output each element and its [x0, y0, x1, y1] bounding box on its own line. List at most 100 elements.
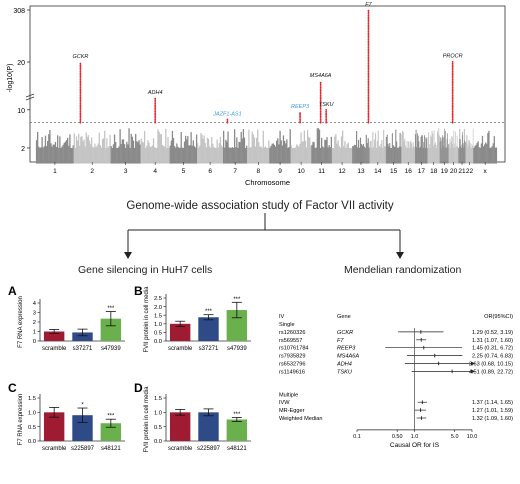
y-axis-label: F7 RNA expression	[18, 296, 24, 348]
category-label: s37271	[73, 346, 93, 352]
category-label: s47939	[227, 346, 247, 352]
gwas-significant-point	[367, 75, 370, 78]
gwas-significant-point	[367, 80, 370, 82]
forest-x-tick-label: 5.0	[451, 434, 459, 440]
gwas-significant-point	[367, 32, 370, 34]
category-label: scramble	[42, 446, 67, 452]
bar	[43, 412, 65, 441]
gwas-significant-point	[319, 107, 322, 110]
gwas-significant-point	[154, 112, 157, 114]
gwas-significant-point	[299, 115, 301, 118]
gene-peak-label: GCKR	[72, 54, 88, 60]
forest-or-text: 1.32 (1.09, 1.60)	[472, 416, 513, 422]
bar-panel-b: B 0.0 0.5 1.0 1.5 2.0 2.5 FVII protein in cell …	[134, 284, 251, 353]
gwas-significant-point	[367, 52, 370, 55]
bar	[226, 419, 248, 441]
forest-header-or: OR(95%CI)	[484, 314, 513, 320]
bar	[100, 423, 122, 441]
gwas-significant-point	[319, 88, 322, 90]
gwas-significant-point	[451, 78, 454, 81]
y-tick-label: 4	[33, 301, 37, 307]
gwas-significant-point	[325, 113, 328, 116]
gwas-significant-point	[367, 36, 370, 39]
chromosome-tick-label: 4	[153, 168, 157, 175]
chromosome-tick-label: 10	[297, 168, 305, 175]
gwas-significant-point	[367, 108, 370, 111]
forest-iv-label: rs1260326	[279, 330, 305, 336]
forest-x-tick-label: 0.1	[353, 434, 361, 440]
gwas-significant-point	[451, 88, 454, 90]
y-tick-label: 2.0	[154, 305, 162, 311]
forest-or-text: 1.31 (1.07, 1.60)	[472, 338, 513, 344]
y-axis-label: FVII protein in cell media	[144, 286, 150, 353]
y-tick-label: 0.0	[154, 439, 162, 445]
gwas-significant-point	[451, 116, 454, 119]
chromosome-tick-label: 21	[458, 168, 466, 175]
gwas-significant-point	[367, 72, 370, 74]
gwas-significant-point	[451, 64, 454, 66]
gene-peak-label: REEP3	[291, 104, 310, 110]
gwas-significant-point	[451, 60, 454, 63]
y-tick-label: 10	[17, 108, 25, 115]
gwas-significant-point	[367, 84, 370, 87]
significance-marker: ***	[107, 414, 115, 420]
gwas-significant-point	[367, 99, 370, 102]
gwas-significant-point	[154, 120, 157, 122]
chromosome-tick-label: 11	[318, 168, 325, 175]
gwas-significant-point	[79, 100, 82, 103]
gwas-significant-point	[367, 94, 370, 97]
gwas-significant-point	[451, 75, 454, 78]
gwas-significant-point	[367, 17, 370, 20]
bar-panel-a: A 0 1 2 3 4 F7 RNA expression scramble s37271 ***…	[8, 284, 125, 352]
y-axis-label: F7 RNA expression	[18, 394, 24, 446]
gwas-significant-point	[451, 91, 454, 94]
forest-gene-label: GCKR	[337, 330, 353, 336]
bar	[169, 323, 191, 341]
gwas-significant-point	[451, 89, 454, 92]
gwas-significant-point	[79, 64, 82, 66]
forest-or-text: 1.37 (1.14, 1.65)	[472, 400, 513, 406]
gwas-significant-point	[451, 73, 454, 76]
gwas-significant-point	[319, 83, 322, 86]
chromosome-tick-label: 15	[390, 168, 398, 175]
chromosome-tick-label: 8	[256, 168, 260, 175]
gwas-significant-point	[154, 97, 157, 100]
gwas-significant-point	[367, 27, 370, 30]
gwas-significant-point	[154, 102, 157, 105]
chromosome-tick-label: 5	[182, 168, 186, 175]
y-tick-label: 0.5	[154, 425, 162, 431]
y-tick-label: 1.5	[154, 396, 162, 402]
gwas-significant-point	[79, 75, 82, 78]
chromosome-tick-label: 7	[233, 168, 237, 175]
gwas-significant-point	[367, 113, 370, 116]
gwas-significant-point	[325, 121, 328, 124]
panel-label: C	[8, 381, 17, 395]
gwas-significant-point	[367, 9, 370, 12]
forest-gene-label: REEP3	[337, 346, 356, 352]
gwas-significant-point	[79, 96, 82, 98]
gwas-significant-point	[367, 89, 370, 92]
flow-left-arrowhead	[124, 252, 132, 259]
gwas-significant-point	[367, 107, 370, 110]
gwas-significant-point	[79, 81, 82, 84]
chromosome-tick-label: 18	[430, 168, 438, 175]
forest-or-text: 4.51 (0.89, 22.72)	[469, 369, 513, 375]
gwas-significant-point	[319, 118, 322, 121]
gwas-significant-point	[367, 97, 370, 100]
gwas-significant-point	[367, 86, 370, 89]
category-label: s225897	[197, 446, 221, 452]
gwas-significant-point	[367, 25, 370, 28]
gwas-significant-point	[367, 20, 370, 23]
gwas-significant-point	[367, 43, 370, 46]
gwas-significant-point	[451, 67, 454, 70]
gwas-significant-point	[319, 99, 322, 102]
gwas-significant-point	[79, 67, 82, 70]
gwas-significant-point	[367, 51, 370, 54]
gwas-significant-point	[367, 41, 370, 44]
gwas-significant-point	[367, 116, 370, 119]
gwas-significant-point	[79, 113, 82, 116]
gwas-significant-point	[451, 112, 454, 114]
y-tick-label: 2.5	[154, 296, 162, 302]
bar-panel-d: D 0.0 0.5 1.0 1.5 FVII protein in cell media s…	[134, 381, 251, 453]
